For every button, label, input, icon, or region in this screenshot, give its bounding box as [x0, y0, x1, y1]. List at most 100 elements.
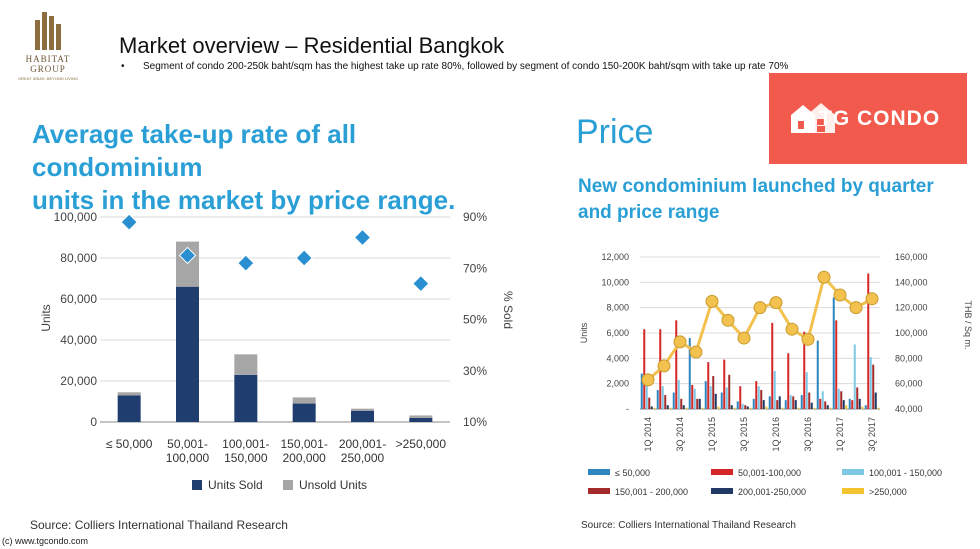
- right-chart-legend: ≤ 50,000 50,001-100,000 100,001 - 150,000 1…: [588, 468, 942, 497]
- launch-bar: [688, 338, 691, 409]
- right-chart-ylabel: Units: [579, 322, 589, 343]
- launch-bar: [717, 406, 720, 409]
- left-y2-tick-label: 70%: [463, 261, 487, 275]
- bar-units-sold: [176, 286, 199, 422]
- left-chart-bars: [117, 241, 433, 422]
- new-condo-launch-chart: - 2,000 4,000 6,000 8,000 10,000 12,000 40,000…: [579, 252, 973, 497]
- launch-bar: [677, 379, 680, 409]
- left-x-tick-label: ≤ 50,000: [106, 437, 153, 451]
- price-point: [785, 322, 799, 336]
- launch-bar: [872, 364, 875, 409]
- right-legend-swatch: [588, 469, 610, 475]
- launch-bar: [803, 331, 806, 409]
- right-y2-tick-label: 60,000: [895, 379, 923, 389]
- launch-bar: [650, 406, 653, 409]
- right-x-tick-label: 1Q 2014: [643, 417, 653, 452]
- launch-bar: [771, 322, 774, 409]
- left-y2-tick-label: 90%: [463, 210, 487, 224]
- launch-bar: [701, 407, 704, 409]
- launch-bar: [826, 405, 829, 409]
- launch-bar: [805, 372, 808, 409]
- watermark: (c) www.tgcondo.com: [2, 536, 89, 546]
- percent-sold-marker: [237, 254, 255, 272]
- right-chart-heading: New condominium launched by quarter and …: [578, 174, 958, 226]
- left-heading-line2: units in the market by price range.: [32, 185, 456, 215]
- launch-bar: [781, 407, 784, 409]
- bar-unsold-units: [117, 392, 141, 396]
- left-x-tick-label: 50,001-: [167, 437, 208, 451]
- launch-bar: [824, 401, 827, 409]
- launch-bar: [648, 397, 651, 409]
- launch-bar: [797, 407, 800, 409]
- left-chart-legend: Units Sold Unsold Units: [192, 478, 367, 492]
- right-x-tick-label: 1Q 2016: [771, 417, 781, 452]
- launch-bar: [778, 396, 781, 409]
- percent-sold-marker: [412, 274, 430, 293]
- launch-bar: [858, 398, 861, 409]
- launch-bar: [760, 390, 763, 409]
- left-x-tick-label: 250,000: [341, 451, 385, 465]
- launch-bar: [800, 395, 803, 409]
- launch-bar: [675, 320, 678, 409]
- launch-bar: [776, 400, 779, 409]
- right-legend-swatch: [842, 488, 864, 494]
- launch-bar: [746, 406, 749, 409]
- launch-bar: [725, 387, 728, 409]
- logo-mark-icon: [35, 12, 63, 50]
- price-point: [849, 301, 863, 315]
- right-y2-tick-label: 40,000: [895, 404, 923, 414]
- launch-bar: [720, 392, 723, 409]
- left-y-tick-label: 60,000: [60, 292, 97, 306]
- launch-bar: [762, 400, 765, 409]
- launch-bar: [666, 405, 669, 409]
- tg-condo-text: TG CONDO: [819, 107, 941, 130]
- launch-bar: [856, 387, 859, 409]
- bar-unsold-units: [351, 408, 374, 411]
- right-legend-swatch: [711, 469, 733, 475]
- launch-bar: [730, 405, 733, 409]
- launch-bar: [749, 407, 752, 409]
- left-x-tick-label: 100,000: [166, 451, 210, 465]
- logo-line2: GROUP: [30, 64, 66, 74]
- summary-bullet-text: Segment of condo 200-250k baht/sqm has t…: [143, 61, 789, 72]
- launch-bar: [864, 405, 867, 409]
- left-chart-x-ticks: ≤ 50,000 50,001-100,000 100,001-150,000 150…: [106, 437, 446, 465]
- left-x-tick-label: 200,001-: [339, 437, 386, 451]
- left-chart-heading: Average take-up rate of all condominium …: [32, 118, 532, 217]
- right-legend-swatch: [711, 488, 733, 494]
- left-x-tick-label: 100,001-: [222, 437, 269, 451]
- right-heading-line2: and price range: [578, 202, 720, 223]
- launch-bar: [861, 406, 864, 409]
- right-y2-tick-label: 120,000: [895, 303, 928, 313]
- bar-unsold-units: [234, 354, 258, 375]
- take-up-rate-chart: 0 20,000 40,000 60,000 80,000 100,000 10% 30% 5…: [39, 210, 515, 492]
- price-point: [801, 332, 815, 346]
- tg-condo-badge: TG CONDO: [769, 73, 967, 164]
- left-chart-y-ticks: 0 20,000 40,000 60,000 80,000 100,000: [54, 210, 98, 429]
- price-point: [833, 288, 847, 302]
- left-chart-gridlines: [100, 216, 450, 423]
- right-y-tick-label: 2,000: [606, 379, 629, 389]
- logo-line1: HABITAT: [25, 54, 71, 64]
- launch-bar: [867, 273, 870, 409]
- page-title: Market overview – Residential Bangkok: [119, 33, 505, 58]
- bar-units-sold: [409, 417, 433, 422]
- right-chart-source: Source: Colliers International Thailand …: [581, 520, 796, 531]
- percent-sold-marker: [295, 249, 313, 267]
- right-x-tick-label: 3Q 2017: [867, 417, 877, 452]
- right-legend-swatch: [842, 469, 864, 475]
- right-x-tick-label: 3Q 2016: [803, 417, 813, 452]
- launch-bar: [640, 373, 643, 409]
- left-chart-percent-markers: [120, 213, 430, 293]
- right-x-tick-label: 3Q 2015: [739, 417, 749, 452]
- left-x-tick-label: 200,000: [282, 451, 326, 465]
- right-y-tick-label: 4,000: [606, 353, 629, 363]
- launch-bar: [653, 407, 656, 409]
- bar-unsold-units: [409, 415, 433, 418]
- launch-bar: [669, 407, 672, 409]
- right-y-tick-label: -: [626, 404, 629, 414]
- launch-bar: [664, 395, 667, 409]
- launch-bar: [709, 386, 712, 409]
- right-chart-y2label: THB / Sq m.: [963, 300, 973, 349]
- launch-bar: [645, 379, 648, 409]
